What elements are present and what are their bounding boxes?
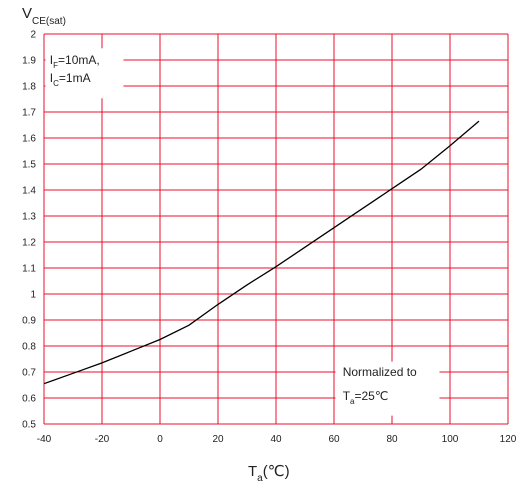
normalization-label-line-2: Ta=25℃ bbox=[343, 389, 389, 406]
x-tick-label: 40 bbox=[270, 434, 282, 445]
y-tick-label: 1.3 bbox=[22, 212, 36, 223]
condition-label-line-1: IF=10mA, bbox=[50, 53, 100, 70]
y-tick-label: 1.9 bbox=[22, 56, 36, 67]
normalization-label: Normalized to Ta=25℃ bbox=[335, 361, 440, 416]
x-tick-label: 120 bbox=[500, 434, 517, 445]
x-tick-label: 80 bbox=[386, 434, 398, 445]
y-tick-label: 1.4 bbox=[22, 186, 36, 197]
y-tick-labels: 0.5 0.6 0.7 0.8 0.9 1 1.1 1.2 1.3 1.4 1.5 1.6 1.7 1.8… bbox=[22, 30, 36, 431]
y-tick-label: 2 bbox=[30, 30, 36, 41]
y-tick-label: 0.5 bbox=[22, 420, 36, 431]
y-tick-label: 1.7 bbox=[22, 108, 36, 119]
x-tick-labels: -40 -20 0 20 40 60 80 100 120 bbox=[37, 434, 517, 445]
series-line-0 bbox=[43, 120, 480, 385]
grid bbox=[43, 33, 509, 425]
y-tick-label: 1.5 bbox=[22, 160, 36, 171]
y-tick-label: 1.2 bbox=[22, 238, 36, 249]
y-tick-label: 0.8 bbox=[22, 342, 36, 353]
y-axis-title: VCE(sat) bbox=[22, 5, 66, 27]
x-tick-label: 0 bbox=[157, 434, 163, 445]
y-tick-label: 0.7 bbox=[22, 368, 36, 379]
x-tick-label: 20 bbox=[212, 434, 224, 445]
condition-label-background bbox=[45, 48, 124, 99]
y-tick-label: 1.8 bbox=[22, 82, 36, 93]
y-tick-label: 1 bbox=[30, 290, 36, 301]
condition-label: IF=10mA,IC=1mA bbox=[45, 48, 124, 99]
x-tick-label: -40 bbox=[37, 434, 52, 445]
annotations: IF=10mA,IC=1mA Normalized to Ta=25℃ bbox=[45, 48, 440, 416]
x-axis-title: Ta(℃) bbox=[248, 463, 290, 484]
x-tick-label: 100 bbox=[442, 434, 459, 445]
condition-label-line-2: IC=1mA bbox=[50, 71, 91, 88]
y-tick-label: 1.1 bbox=[22, 264, 36, 275]
x-tick-label: 60 bbox=[328, 434, 340, 445]
y-tick-label: 0.6 bbox=[22, 394, 36, 405]
y-tick-label: 1.6 bbox=[22, 134, 36, 145]
series bbox=[43, 120, 480, 385]
normalization-label-line-1: Normalized to bbox=[343, 365, 417, 379]
normalization-label-background bbox=[335, 361, 440, 416]
y-tick-label: 0.9 bbox=[22, 316, 36, 327]
x-tick-label: -20 bbox=[95, 434, 110, 445]
